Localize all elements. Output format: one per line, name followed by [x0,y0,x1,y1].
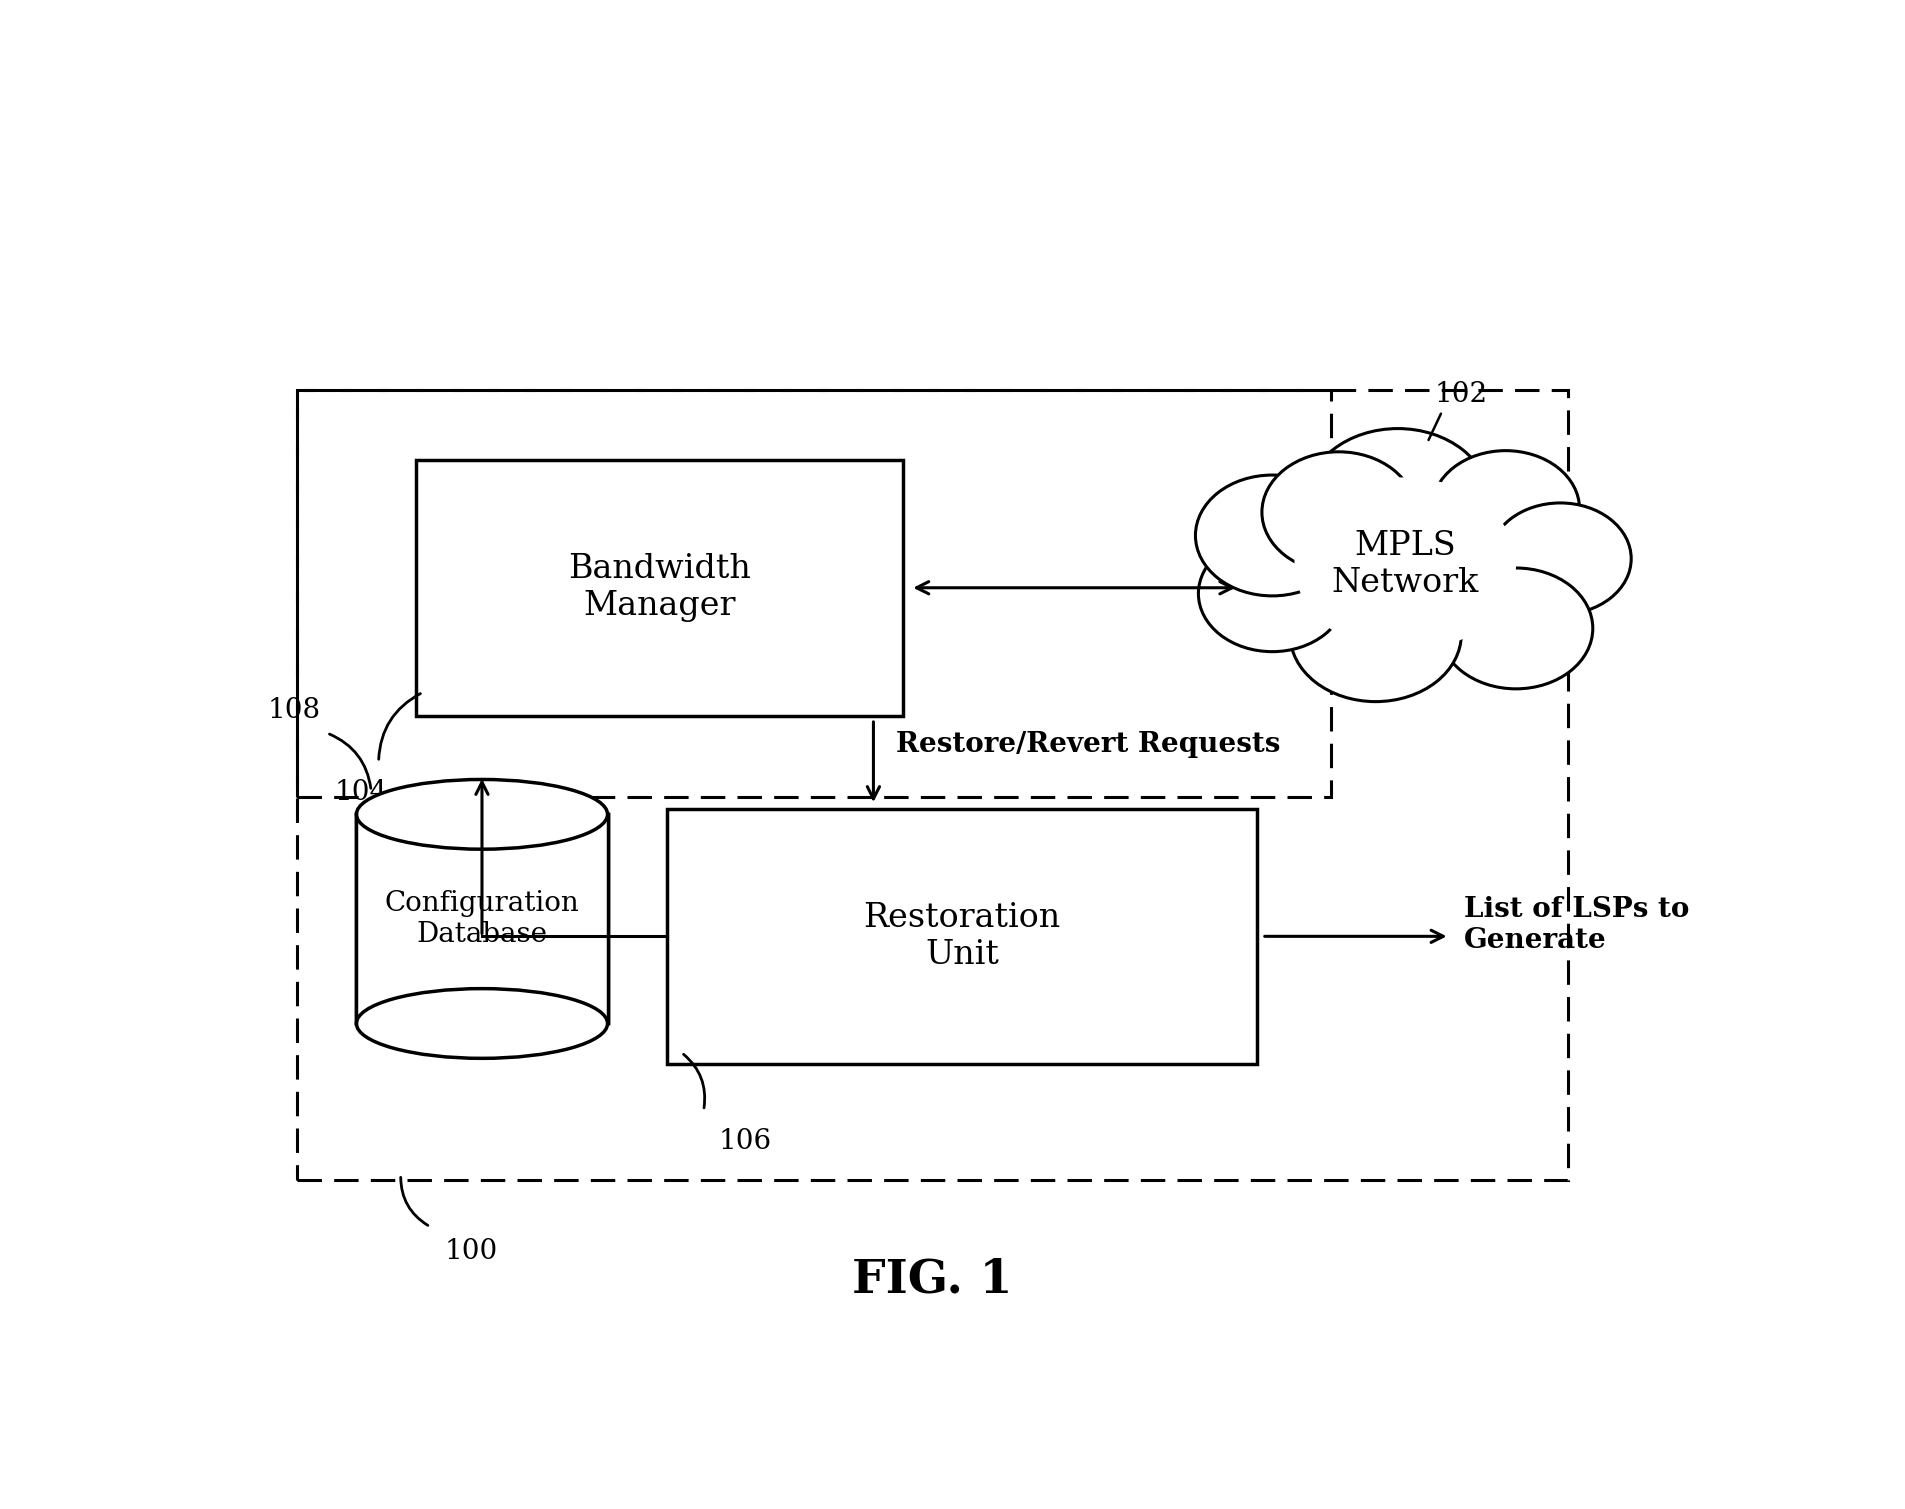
Text: 102: 102 [1434,380,1488,407]
Text: 100: 100 [444,1239,497,1266]
Circle shape [1290,567,1461,702]
Circle shape [1293,477,1514,652]
Text: Restoration
Unit: Restoration Unit [863,902,1059,970]
Bar [667,809,1257,1064]
Text: 108: 108 [267,697,320,724]
Circle shape [1438,567,1593,688]
Circle shape [1305,429,1488,572]
Text: FIG. 1: FIG. 1 [852,1255,1012,1302]
Circle shape [1488,502,1631,614]
Ellipse shape [356,780,608,850]
Text: Bandwidth
Manager: Bandwidth Manager [568,554,751,622]
Text: List of LSPs to
Generate: List of LSPs to Generate [1463,896,1688,954]
Circle shape [1431,451,1579,567]
Text: Configuration
Database: Configuration Database [385,890,579,948]
Bar [297,391,1566,1180]
Bar [415,460,903,715]
Text: 104: 104 [333,780,387,806]
Bar [356,815,608,1023]
Text: 106: 106 [718,1129,772,1154]
Text: Restore/Revert Requests: Restore/Revert Requests [895,732,1280,758]
Circle shape [1198,536,1345,652]
Ellipse shape [356,988,608,1058]
Circle shape [1194,475,1349,596]
Bar [297,391,1330,797]
Text: MPLS
Network: MPLS Network [1332,530,1478,599]
Circle shape [1261,451,1415,572]
